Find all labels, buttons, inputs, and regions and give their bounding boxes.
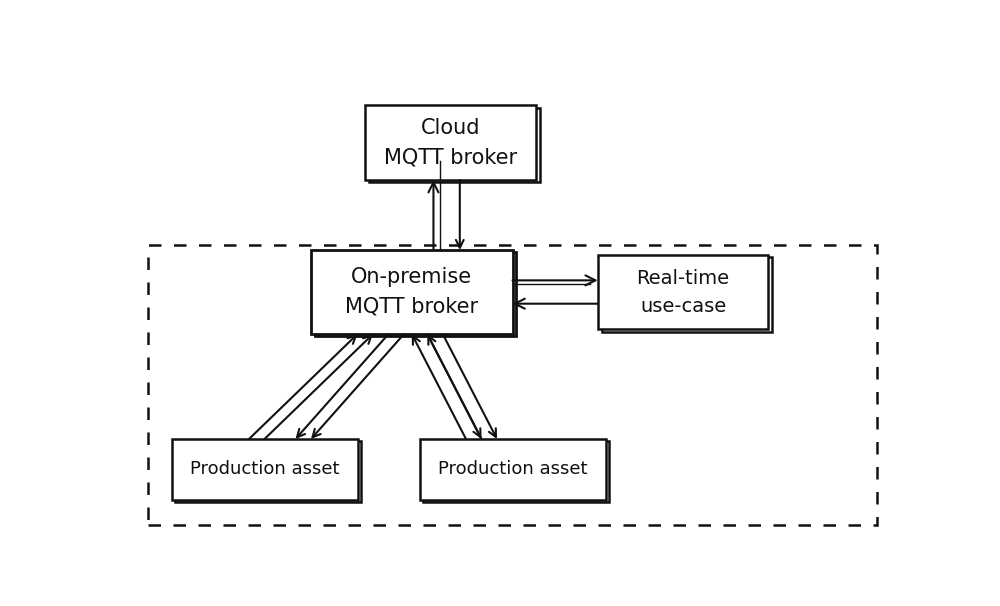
Text: On-premise
MQTT broker: On-premise MQTT broker [345,267,478,317]
Bar [420,439,606,500]
Bar [369,108,540,182]
Bar [598,255,768,330]
Bar [175,441,361,502]
Bar [311,250,512,334]
Text: Real-time
use-case: Real-time use-case [636,268,730,316]
Text: Cloud
MQTT broker: Cloud MQTT broker [384,118,517,167]
Text: Production asset: Production asset [438,461,587,478]
Text: Production asset: Production asset [190,461,339,478]
Bar [365,105,536,180]
Bar [602,257,772,331]
Bar [148,245,877,525]
Bar [172,439,358,500]
Bar [315,252,516,336]
Bar [423,441,609,502]
